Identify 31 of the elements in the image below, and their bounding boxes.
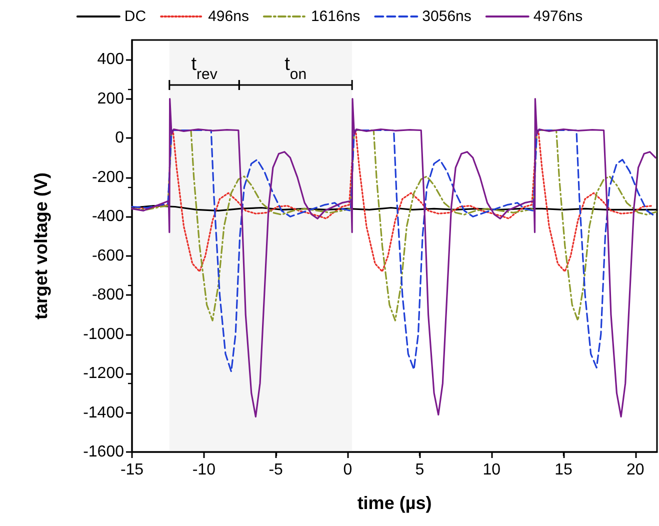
y-tick-label: -1400 [83, 404, 124, 422]
y-tick-label: -800 [92, 286, 124, 304]
line-series [131, 98, 656, 418]
y-tick-label: -600 [92, 247, 124, 264]
x-tick-label: 15 [554, 462, 573, 478]
line-series [131, 129, 656, 372]
y-tick-label: -1600 [83, 444, 124, 460]
y-tick-label: -200 [92, 168, 124, 186]
x-tick-label: 20 [626, 462, 644, 478]
x-tick-label: 0 [343, 462, 352, 478]
x-axis-title: time (µs) [357, 493, 432, 513]
y-tick-label: 0 [115, 130, 124, 147]
y-tick-label: -1200 [83, 365, 124, 382]
band-label: t$_{rev}$ [191, 54, 218, 82]
y-tick-label: -400 [92, 208, 124, 226]
x-tick-label: -15 [120, 462, 144, 478]
line-series [131, 129, 658, 322]
legend-label: 4976ns [533, 8, 583, 25]
y-tick-label: -1000 [83, 326, 124, 343]
y-tick-label: 400 [97, 51, 124, 68]
x-tick-label: -10 [192, 462, 216, 478]
x-tick-label: 10 [482, 462, 501, 478]
legend-label: 3056ns [422, 8, 472, 25]
y-tick-label: 200 [97, 90, 124, 108]
legend-label: 1616ns [310, 8, 360, 25]
y-axis-title: target voltage (V) [31, 172, 51, 320]
legend-label: DC [124, 8, 146, 25]
x-tick-label: 5 [415, 462, 424, 478]
legend-label: 496ns [208, 8, 249, 25]
x-tick-label: -5 [268, 462, 284, 478]
band-label: t$_{on}$ [284, 54, 307, 82]
